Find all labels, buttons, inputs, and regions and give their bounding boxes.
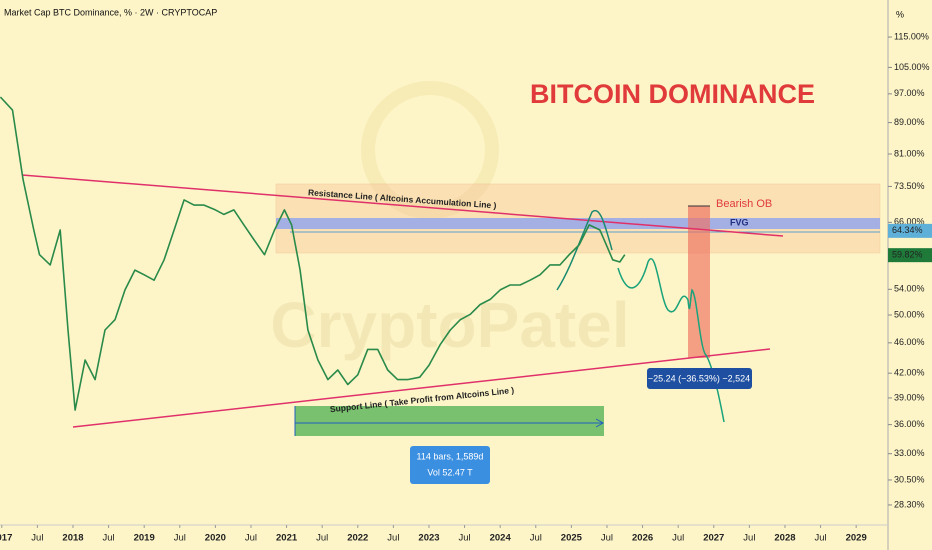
x-tick-label: Jul: [245, 533, 257, 544]
y-tick-label: 28.30%: [894, 499, 925, 509]
y-tick-label: 46.00%: [894, 337, 925, 347]
big-title: BITCOIN DOMINANCE: [530, 79, 815, 109]
y-tick-label: 66.00%: [894, 217, 925, 227]
bearish-ob-label: Bearish OB: [716, 198, 772, 210]
projection-path: [556, 209, 613, 291]
x-tick-label: Jul: [316, 533, 328, 544]
y-tick-label: 97.00%: [894, 88, 925, 98]
x-tick-label: 2018: [62, 533, 83, 544]
header: Market Cap BTC Dominance, % · 2W · CRYPT…: [4, 7, 217, 17]
y-tick-label: 50.00%: [894, 309, 925, 319]
series-line: [0, 96, 626, 411]
y-tick-label: 39.00%: [894, 392, 925, 402]
bearish-ob-box: [688, 206, 710, 358]
y-tick-label: 89.00%: [894, 117, 925, 127]
fvg-label: FVG: [730, 217, 749, 227]
range-vol: Vol 52.47 T: [427, 467, 473, 477]
x-tick-label: 2021: [276, 533, 298, 544]
y-tick-label: 42.00%: [894, 368, 925, 378]
y-tick-label: 105.00%: [894, 62, 930, 72]
x-tick-label: 2029: [846, 533, 867, 544]
x-tick-label: 2017: [0, 533, 12, 544]
x-tick-label: Jul: [814, 533, 826, 544]
price-label-box: [888, 223, 932, 238]
range-bars: 114 bars, 1,589d: [417, 451, 484, 461]
measure-label: −25.24 (−36.53%) −2,524: [648, 373, 750, 383]
fvg-zone: [276, 218, 880, 229]
y-tick-label: 54.00%: [894, 284, 925, 294]
x-tick-label: 2020: [205, 533, 226, 544]
resistance-line: [21, 174, 784, 237]
x-tick-label: Jul: [174, 533, 186, 544]
axis-unit: %: [896, 9, 904, 19]
x-tick-label: Jul: [31, 533, 43, 544]
price-label-box: [888, 248, 932, 263]
x-tick-label: 2026: [632, 533, 653, 544]
x-tick-label: Jul: [672, 533, 684, 544]
x-tick-label: Jul: [103, 533, 115, 544]
y-tick-label: 30.50%: [894, 474, 925, 484]
x-tick-label: Jul: [387, 533, 399, 544]
y-tick-label: 73.50%: [894, 181, 925, 191]
y-tick-label: 36.00%: [894, 419, 925, 429]
x-tick-label: 2027: [703, 533, 724, 544]
y-tick-label: 33.00%: [894, 448, 925, 458]
x-tick-label: Jul: [743, 533, 755, 544]
y-tick-label: 81.00%: [894, 148, 925, 158]
x-tick-label: 2023: [418, 533, 439, 544]
support-line: [72, 348, 771, 428]
x-tick-label: Jul: [458, 533, 470, 544]
x-tick-label: 2028: [774, 533, 795, 544]
x-tick-label: Jul: [530, 533, 542, 544]
price-label: 64.34%: [892, 225, 923, 235]
x-tick-label: 2022: [347, 533, 368, 544]
x-tick-label: 2025: [561, 533, 583, 544]
watermark-logo: [361, 81, 499, 219]
x-tick-label: Jul: [601, 533, 613, 544]
price-label: 59.82%: [892, 250, 923, 260]
range-box: [295, 406, 604, 436]
x-tick-label: 2019: [134, 533, 155, 544]
y-tick-label: 115.00%: [894, 31, 929, 41]
x-tick-label: 2024: [490, 533, 512, 544]
watermark: CryptoPatel: [270, 289, 629, 361]
measure-box: [647, 368, 752, 389]
range-info-box: [410, 446, 490, 484]
range-arrowhead: [595, 418, 605, 428]
projection-path: [617, 258, 725, 423]
